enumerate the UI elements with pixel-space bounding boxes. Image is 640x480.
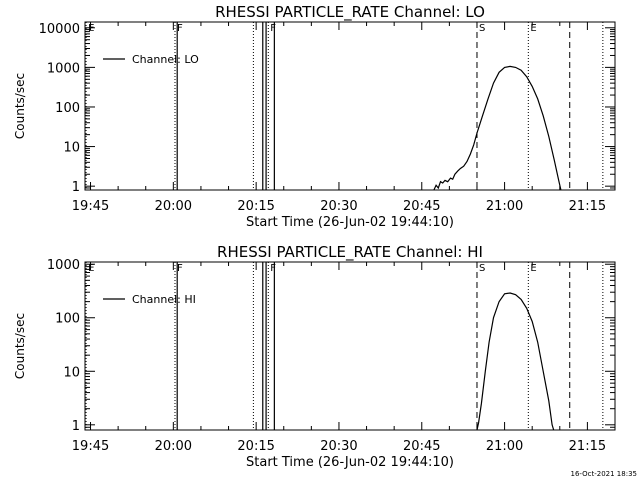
chart-1-x-tick-label: 21:00 — [486, 439, 523, 454]
chart-1-x-tick-label: 21:15 — [569, 439, 606, 454]
chart-1-y-tick-label: 10 — [63, 365, 80, 380]
chart-1-y-tick-label: 1000 — [47, 258, 80, 273]
chart-0-marker-label: E — [88, 23, 94, 34]
panel-hi-channel: RHESSI PARTICLE_RATE Channel: HI Counts/s… — [13, 243, 616, 470]
chart-0-title: RHESSI PARTICLE_RATE Channel: LO — [215, 3, 485, 22]
chart-0-y-tick-label: 100 — [55, 101, 80, 116]
chart-0-x-tick-label: 20:45 — [403, 199, 440, 214]
chart-0-x-tick-label: 21:00 — [486, 199, 523, 214]
chart-0-y-tick-label: 10000 — [39, 22, 80, 37]
panel-lo-channel: RHESSI PARTICLE_RATE Channel: LO Counts/s… — [13, 3, 616, 230]
chart-1-x-tick-label: 20:15 — [237, 439, 274, 454]
chart-0-y-tick-label: 1 — [72, 180, 80, 195]
chart-1-x-tick-label: 19:45 — [72, 439, 109, 454]
chart-1-x-tick-label: 20:45 — [403, 439, 440, 454]
chart-0-x-tick-label: 21:15 — [569, 199, 606, 214]
chart-0-y-tick-label: 1000 — [47, 61, 80, 76]
chart-1-y-axis-label: Counts/sec — [13, 313, 27, 379]
chart-1-x-tick-label: 20:30 — [320, 439, 357, 454]
footer-timestamp: 16-Oct-2021 18:35 — [571, 470, 637, 478]
chart-0-series-line — [433, 65, 562, 190]
chart-0-plot-frame — [84, 21, 616, 191]
chart-1-title: RHESSI PARTICLE_RATE Channel: HI — [217, 243, 483, 262]
chart-0-marker-label: E — [530, 23, 536, 34]
chart-1-legend-label: Channel: HI — [132, 293, 196, 306]
chart-0-x-tick-label: 19:45 — [72, 199, 109, 214]
chart-0-x-axis-label: Start Time (26-Jun-02 19:44:10) — [246, 215, 454, 230]
chart-1-x-axis-label: Start Time (26-Jun-02 19:44:10) — [246, 455, 454, 470]
chart-1-marker-label: E — [530, 263, 536, 274]
chart-1-x-tick-label: 20:00 — [155, 439, 192, 454]
chart-0-y-axis-label: Counts/sec — [13, 73, 27, 139]
chart-0-marker-label: F — [270, 23, 276, 34]
chart-1-marker-label: F — [270, 263, 276, 274]
chart-0-x-tick-label: 20:00 — [155, 199, 192, 214]
chart-0-legend-label: Channel: LO — [132, 53, 199, 66]
chart-0-x-tick-label: 20:30 — [320, 199, 357, 214]
chart-1-marker-label: F — [177, 263, 183, 274]
chart-1-series-line — [476, 292, 555, 430]
chart-0-x-tick-label: 20:15 — [237, 199, 274, 214]
chart-0-marker-label: S — [479, 23, 485, 34]
chart-1-marker-label: E — [88, 263, 94, 274]
chart-0-y-tick-label: 10 — [63, 141, 80, 156]
chart-1-marker-label: S — [479, 263, 485, 274]
chart-1-y-tick-label: 100 — [55, 312, 80, 327]
chart-0-marker-label: F — [177, 23, 183, 34]
chart-1-y-tick-label: 1 — [72, 419, 80, 434]
